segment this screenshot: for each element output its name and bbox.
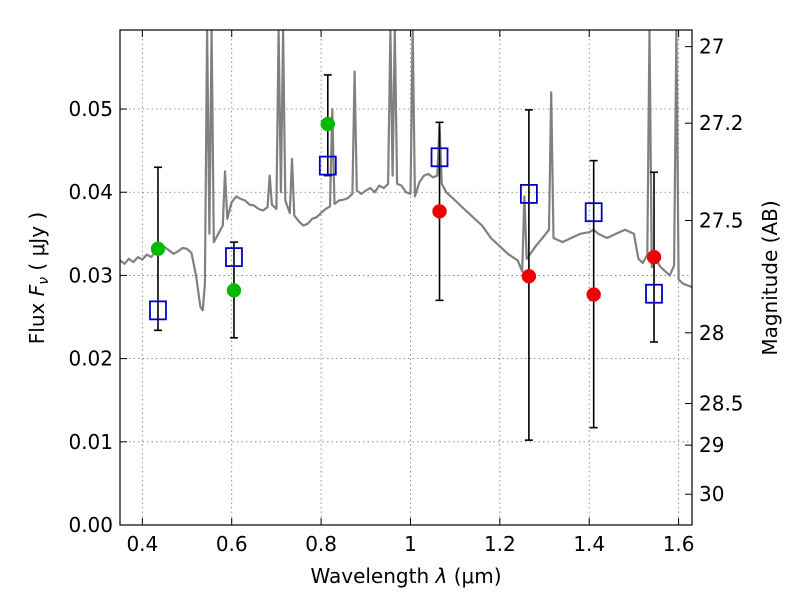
- y-tick-label: 0.04: [68, 180, 113, 204]
- y2-tick-label: 28: [699, 321, 724, 345]
- x-axis-title: Wavelength λ (μm): [310, 564, 501, 588]
- observed-point-marker: [150, 241, 166, 257]
- y2-tick-label: 30: [699, 482, 724, 506]
- spectrum-line: [120, 30, 692, 312]
- y2-tick-label: 27: [699, 35, 724, 59]
- model-square-marker: [149, 300, 167, 321]
- x-tick-label: 1: [404, 532, 417, 556]
- y2-axis-title: Magnitude (AB): [758, 200, 782, 355]
- model-square-marker: [584, 202, 603, 223]
- plot-area: [120, 30, 692, 441]
- model-square-marker: [318, 155, 337, 176]
- x-tick-label: 1.4: [573, 532, 605, 556]
- observed-point-marker: [226, 283, 242, 298]
- ticks: 0.4 0.6 0.8 1 1.2 1.4 1.6 0.00 0.01 0.02 0.03 0.04 0…: [68, 30, 744, 556]
- observed-point-marker: [586, 287, 601, 302]
- observed-point-marker: [521, 269, 537, 284]
- y2-tick-label: 27.5: [699, 209, 744, 233]
- plot-frame: [119, 29, 693, 526]
- x-tick-label: 1.2: [484, 532, 516, 556]
- observed-point-marker: [432, 204, 447, 219]
- y2-tick-label: 28.5: [699, 392, 744, 416]
- x-tick-label: 0.4: [126, 532, 158, 556]
- model-square-marker: [225, 247, 243, 268]
- model-square-marker: [430, 147, 449, 168]
- plot-background: [120, 30, 692, 525]
- y-tick-label: 0.03: [68, 263, 113, 287]
- y-tick-label: 0.01: [68, 430, 113, 454]
- observed-point-marker: [646, 249, 662, 265]
- y2-tick-label: 27.2: [699, 111, 744, 135]
- x-tick-label: 0.8: [305, 532, 337, 556]
- observed-point-marker: [320, 116, 336, 132]
- y-tick-label: 0.02: [68, 347, 113, 371]
- x-tick-label: 0.6: [216, 532, 248, 556]
- model-square-marker: [519, 183, 538, 204]
- y-axis-title: Flux Fν ( μJy ): [25, 212, 52, 344]
- model-square-marker: [645, 283, 663, 304]
- x-tick-label: 1.6: [663, 532, 695, 556]
- y-tick-label: 0.00: [68, 513, 113, 537]
- y2-tick-label: 29: [699, 433, 724, 457]
- y-tick-label: 0.05: [68, 97, 113, 121]
